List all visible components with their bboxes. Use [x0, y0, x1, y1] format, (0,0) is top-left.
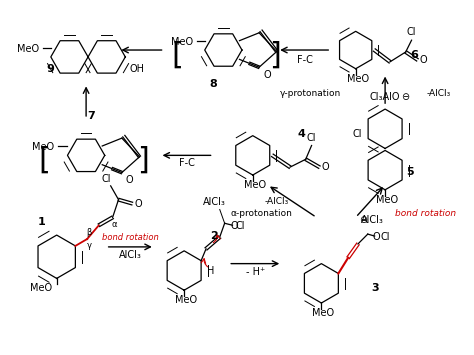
Text: O: O — [419, 55, 427, 65]
Text: 3: 3 — [372, 283, 379, 293]
Text: AlCl₃: AlCl₃ — [119, 250, 142, 260]
Text: -AlCl₃: -AlCl₃ — [265, 197, 289, 206]
Text: 1: 1 — [38, 217, 46, 227]
Text: -AlCl₃: -AlCl₃ — [426, 89, 450, 98]
Text: F-C: F-C — [179, 158, 195, 168]
Text: Cl: Cl — [307, 133, 316, 143]
Text: MeO: MeO — [175, 295, 197, 305]
Text: MeO: MeO — [312, 308, 334, 318]
Text: bond rotation: bond rotation — [102, 233, 159, 241]
Text: 6: 6 — [410, 50, 419, 60]
Text: O: O — [134, 198, 142, 209]
Text: 8: 8 — [210, 80, 218, 89]
Text: α-protonation: α-protonation — [230, 209, 292, 218]
Text: MeO: MeO — [346, 73, 369, 83]
Text: 5: 5 — [406, 167, 413, 177]
Text: [: [ — [171, 40, 183, 70]
Text: MeO: MeO — [17, 44, 39, 54]
Text: bond rotation: bond rotation — [395, 209, 456, 218]
Text: AlCl₃: AlCl₃ — [203, 197, 226, 207]
Text: - H⁺: - H⁺ — [246, 267, 265, 277]
Text: 4: 4 — [298, 129, 306, 139]
Text: 2: 2 — [210, 231, 218, 241]
Text: Cl: Cl — [102, 174, 111, 184]
Text: AlCl₃: AlCl₃ — [361, 215, 384, 225]
Text: β: β — [86, 228, 92, 237]
Text: ⊖: ⊖ — [359, 215, 367, 225]
Text: 7: 7 — [87, 111, 95, 121]
Text: MeO: MeO — [171, 37, 193, 47]
Text: ⊖: ⊖ — [401, 92, 409, 102]
Text: O: O — [321, 162, 329, 172]
Text: O: O — [231, 221, 238, 231]
Text: Cl₃AlO: Cl₃AlO — [370, 92, 401, 102]
Text: MeO: MeO — [244, 180, 266, 190]
Text: OH: OH — [129, 64, 144, 74]
Text: 9: 9 — [46, 64, 54, 74]
Text: α: α — [112, 220, 118, 229]
Text: Cl: Cl — [236, 221, 245, 231]
Text: Cl: Cl — [381, 232, 390, 242]
Text: Cl: Cl — [407, 27, 416, 37]
Text: H: H — [207, 266, 215, 275]
Text: O: O — [263, 70, 271, 80]
Text: Cl: Cl — [352, 129, 362, 139]
Text: γ: γ — [87, 241, 91, 250]
Text: O: O — [126, 175, 134, 185]
Text: O: O — [373, 232, 381, 242]
Text: F-C: F-C — [297, 55, 313, 65]
Text: ]: ] — [137, 146, 149, 175]
Text: MeO: MeO — [32, 142, 54, 153]
Text: [: [ — [38, 146, 50, 175]
Text: MeO: MeO — [30, 283, 52, 293]
Text: MeO: MeO — [376, 195, 398, 204]
Text: ]: ] — [269, 40, 281, 70]
Text: γ-protonation: γ-protonation — [280, 89, 341, 98]
